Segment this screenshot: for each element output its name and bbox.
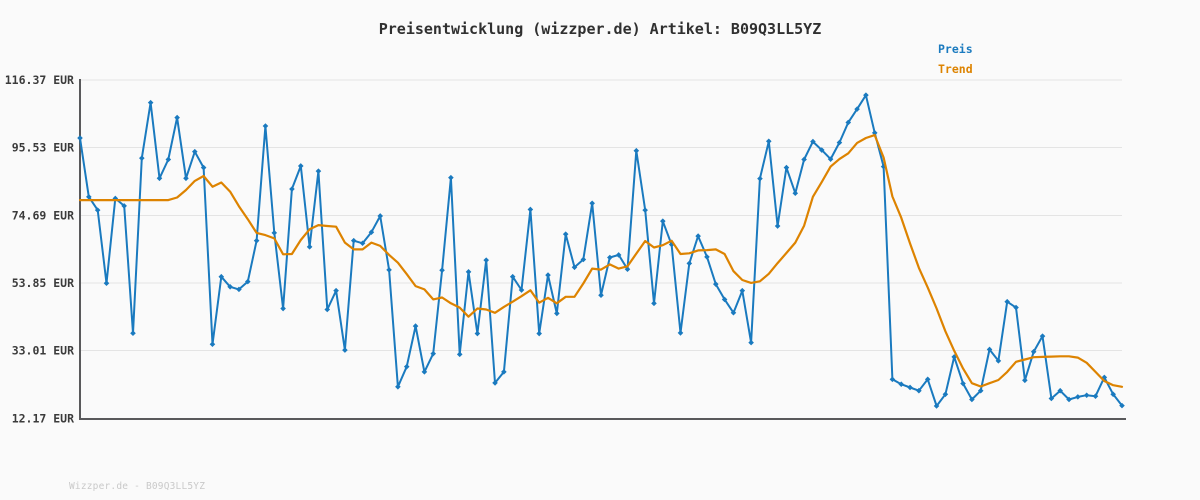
- legend-item-preis: Preis: [938, 42, 973, 56]
- y-axis-tick-label: 33.01 EUR: [12, 344, 74, 358]
- y-axis-tick-label: 74.69 EUR: [12, 208, 74, 222]
- y-axis-tick-label: 95.53 EUR: [12, 141, 74, 155]
- chart-legend: Preis Trend: [938, 39, 973, 79]
- y-axis-tick-label: 12.17 EUR: [12, 411, 74, 425]
- trend-series-line: [78, 134, 1124, 388]
- watermark-text: Wizzper.de - B09Q3LL5YZ: [69, 481, 206, 492]
- y-axis-tick-label: 116.37 EUR: [5, 73, 74, 87]
- chart-title: Preisentwicklung (wizzper.de) Artikel: B…: [378, 20, 822, 38]
- price-series-markers: [77, 92, 1125, 409]
- price-series-line: [79, 94, 1123, 407]
- y-axis-tick-label: 53.85 EUR: [12, 276, 74, 290]
- legend-item-trend: Trend: [938, 62, 973, 76]
